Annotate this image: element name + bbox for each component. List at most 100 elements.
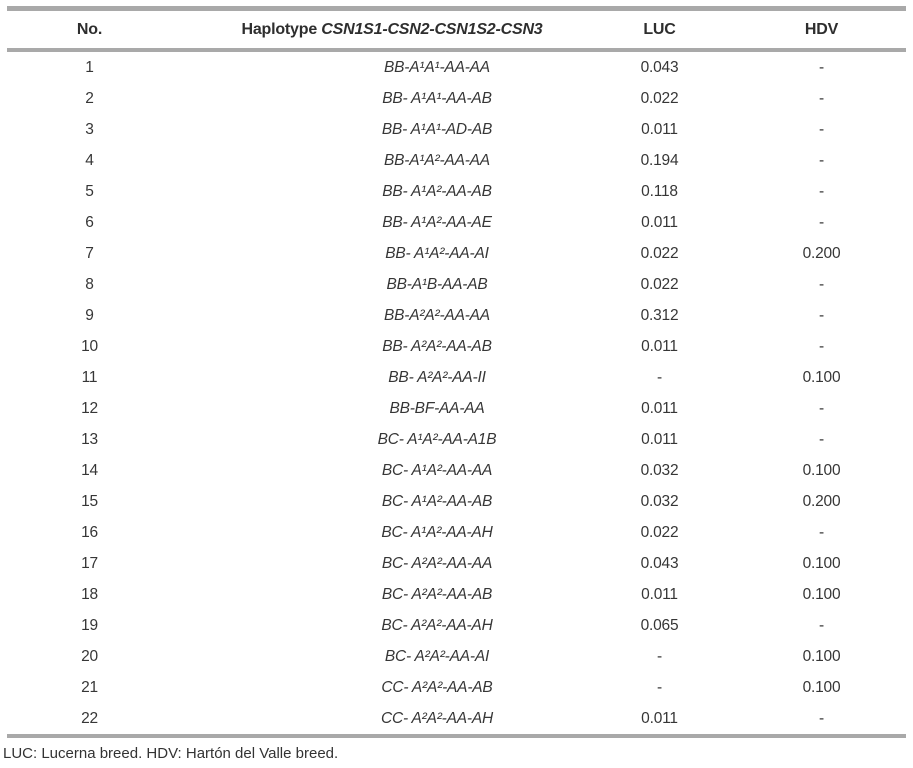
table-row: 2 BB- A¹A¹-AA-AB 0.022 - bbox=[7, 83, 906, 114]
haplotype-header-genes: CSN1S1-CSN2-CSN1S2-CSN3 bbox=[321, 20, 543, 38]
hdv-frequency-cell: 0.100 bbox=[802, 461, 841, 479]
table-body: 1 BB-A¹A¹-AA-AA 0.043 - 2 BB- A¹A¹-AA-AB… bbox=[7, 50, 906, 738]
table-row: 5 BB- A¹A²-AA-AB 0.118 - bbox=[7, 176, 906, 207]
table-row: 7 BB- A¹A²-AA-AI 0.022 0.200 bbox=[7, 238, 906, 269]
row-number-cell: 19 bbox=[81, 616, 98, 634]
row-number-cell: 12 bbox=[81, 399, 98, 417]
hdv-frequency-cell: 0.100 bbox=[802, 368, 841, 386]
haplotype-cell: BC- A¹A²-AA-AB bbox=[381, 492, 493, 510]
haplotype-cell: BB- A¹A¹-AA-AB bbox=[382, 89, 492, 107]
row-number-cell: 15 bbox=[81, 492, 98, 510]
row-number-cell: 20 bbox=[81, 647, 98, 665]
haplotype-cell: BB-A²A²-AA-AA bbox=[384, 306, 490, 324]
haplotype-cell: BB- A¹A²-AA-AB bbox=[382, 182, 492, 200]
table-row: 22 CC- A²A²-AA-AH 0.011 - bbox=[7, 703, 906, 738]
haplotype-cell: BB- A²A²-AA-AB bbox=[382, 337, 492, 355]
luc-frequency-cell: 0.011 bbox=[641, 585, 678, 603]
haplotype-cell: BC- A²A²-AA-AA bbox=[381, 554, 493, 572]
luc-frequency-cell: 0.011 bbox=[641, 337, 678, 355]
haplotype-cell: CC- A²A²-AA-AH bbox=[172, 703, 582, 738]
luc-frequency-cell: 0.011 bbox=[641, 213, 678, 231]
table-row: 10 BB- A²A²-AA-AB 0.011 - bbox=[7, 331, 906, 362]
row-number-cell: 18 bbox=[81, 585, 98, 603]
hdv-frequency-cell: 0.100 bbox=[802, 647, 841, 665]
luc-frequency-cell: 0.022 bbox=[640, 244, 679, 262]
haplotype-cell: BB-A¹B-AA-AB bbox=[386, 275, 488, 293]
hdv-frequency-cell: 0.100 bbox=[802, 554, 841, 572]
hdv-frequency-cell: - bbox=[819, 523, 824, 541]
table-row: 15 BC- A¹A²-AA-AB 0.032 0.200 bbox=[7, 486, 906, 517]
table-footnote: LUC: Lucerna breed. HDV: Hartón del Vall… bbox=[3, 745, 339, 762]
haplotype-cell: BC- A²A²-AA-AH bbox=[381, 616, 493, 634]
table-row: 17 BC- A²A²-AA-AA 0.043 0.100 bbox=[7, 548, 906, 579]
luc-frequency-cell: 0.043 bbox=[640, 58, 679, 76]
table-row: 13 BC- A¹A²-AA-A1B 0.011 - bbox=[7, 424, 906, 455]
table-row: 9 BB-A²A²-AA-AA 0.312 - bbox=[7, 300, 906, 331]
row-number-cell: 9 bbox=[85, 306, 94, 324]
table-header: No. Haplotype CSN1S1-CSN2-CSN1S2-CSN3 LU… bbox=[7, 6, 906, 52]
row-number-cell: 6 bbox=[85, 213, 94, 231]
hdv-frequency-cell: - bbox=[819, 151, 824, 169]
row-number-cell: 4 bbox=[85, 151, 94, 169]
hdv-frequency-cell: - bbox=[819, 89, 824, 107]
haplotype-cell: BC- A²A²-AA-AI bbox=[384, 647, 490, 665]
table-row: 21 CC- A²A²-AA-AB - 0.100 bbox=[7, 672, 906, 703]
haplotype-cell: BB-A¹A²-AA-AA bbox=[384, 151, 490, 169]
column-header-luc: LUC bbox=[582, 6, 737, 52]
row-number-cell: 10 bbox=[81, 337, 98, 355]
header-row: No. Haplotype CSN1S1-CSN2-CSN1S2-CSN3 LU… bbox=[7, 6, 906, 52]
hdv-frequency-cell: - bbox=[819, 616, 824, 634]
table-row: 16 BC- A¹A²-AA-AH 0.022 - bbox=[7, 517, 906, 548]
hdv-frequency-cell: 0.100 bbox=[802, 678, 841, 696]
luc-frequency-cell: 0.194 bbox=[640, 151, 679, 169]
row-number-cell: 2 bbox=[85, 89, 94, 107]
column-header-haplotype: Haplotype CSN1S1-CSN2-CSN1S2-CSN3 bbox=[172, 6, 582, 52]
hdv-frequency-cell: - bbox=[819, 430, 824, 448]
table-row: 20 BC- A²A²-AA-AI - 0.100 bbox=[7, 641, 906, 672]
haplotype-frequency-table: No. Haplotype CSN1S1-CSN2-CSN1S2-CSN3 LU… bbox=[7, 6, 906, 738]
luc-frequency-cell: - bbox=[657, 678, 662, 696]
row-number-cell: 5 bbox=[85, 182, 94, 200]
hdv-frequency-cell: - bbox=[819, 399, 824, 417]
hdv-frequency-cell: 0.200 bbox=[802, 244, 841, 262]
hdv-frequency-cell: - bbox=[819, 337, 824, 355]
table-row: 14 BC- A¹A²-AA-AA 0.032 0.100 bbox=[7, 455, 906, 486]
row-number-cell: 17 bbox=[81, 554, 98, 572]
table-row: 12 BB-BF-AA-AA 0.011 - bbox=[7, 393, 906, 424]
luc-frequency-cell: 0.312 bbox=[640, 306, 679, 324]
column-header-hdv: HDV bbox=[737, 6, 906, 52]
table-row: 4 BB-A¹A²-AA-AA 0.194 - bbox=[7, 145, 906, 176]
luc-frequency-cell: 0.065 bbox=[640, 616, 679, 634]
hdv-frequency-cell: - bbox=[737, 703, 906, 738]
row-number-cell: 8 bbox=[85, 275, 94, 293]
luc-frequency-cell: 0.043 bbox=[640, 554, 679, 572]
luc-frequency-cell: 0.011 bbox=[582, 703, 737, 738]
hdv-frequency-cell: - bbox=[819, 213, 824, 231]
haplotype-cell: BB- A¹A²-AA-AE bbox=[382, 213, 492, 231]
row-number-cell: 16 bbox=[81, 523, 98, 541]
hdv-frequency-cell: - bbox=[819, 275, 824, 293]
haplotype-cell: BC- A¹A²-AA-AA bbox=[381, 461, 493, 479]
haplotype-cell: BB-BF-AA-AA bbox=[389, 399, 485, 417]
luc-frequency-cell: 0.011 bbox=[641, 430, 678, 448]
table-row: 1 BB-A¹A¹-AA-AA 0.043 - bbox=[7, 50, 906, 83]
hdv-frequency-cell: 0.100 bbox=[802, 585, 841, 603]
hdv-frequency-cell: - bbox=[819, 306, 824, 324]
haplotype-cell: BB- A¹A¹-AD-AB bbox=[381, 120, 493, 138]
row-number-cell: 11 bbox=[81, 368, 98, 386]
row-number-cell: 3 bbox=[85, 120, 94, 138]
haplotype-cell: BC- A²A²-AA-AB bbox=[381, 585, 493, 603]
luc-frequency-cell: 0.022 bbox=[640, 89, 679, 107]
luc-frequency-cell: 0.032 bbox=[640, 492, 679, 510]
luc-frequency-cell: 0.022 bbox=[640, 275, 679, 293]
luc-frequency-cell: 0.011 bbox=[641, 399, 678, 417]
hdv-frequency-cell: - bbox=[819, 58, 824, 76]
row-number-cell: 14 bbox=[81, 461, 98, 479]
table-row: 3 BB- A¹A¹-AD-AB 0.011 - bbox=[7, 114, 906, 145]
luc-frequency-cell: 0.011 bbox=[641, 120, 678, 138]
row-number-cell: 22 bbox=[7, 703, 172, 738]
haplotype-cell: BC- A¹A²-AA-AH bbox=[381, 523, 493, 541]
luc-frequency-cell: 0.118 bbox=[641, 182, 678, 200]
table-row: 18 BC- A²A²-AA-AB 0.011 0.100 bbox=[7, 579, 906, 610]
